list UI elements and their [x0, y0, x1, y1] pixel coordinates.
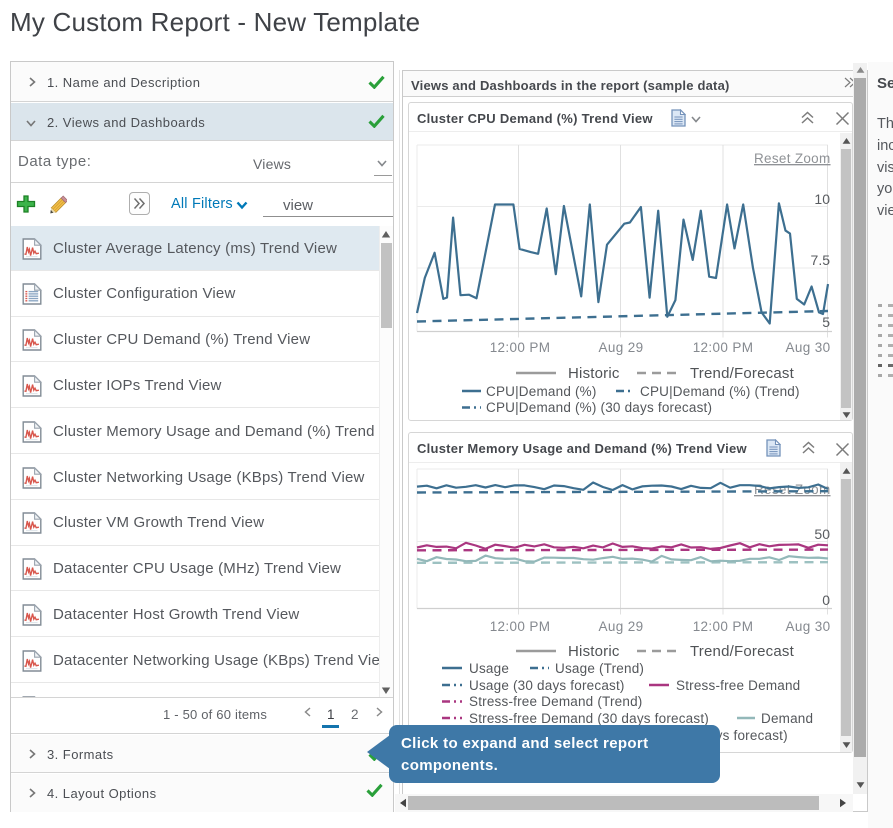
svg-text:Aug 30: Aug 30: [786, 619, 831, 634]
svg-text:10: 10: [814, 191, 830, 207]
svg-text:Usage (Trend): Usage (Trend): [555, 661, 644, 676]
svg-text:7.5: 7.5: [811, 252, 831, 268]
svg-text:Aug 29: Aug 29: [599, 619, 644, 634]
svg-text:CPU|Demand (%) (30 days foreca: CPU|Demand (%) (30 days forecast): [486, 400, 712, 415]
svg-text:Trend/Forecast: Trend/Forecast: [690, 365, 795, 382]
svg-text:12:00 PM: 12:00 PM: [693, 619, 754, 634]
svg-text:Usage (30 days forecast): Usage (30 days forecast): [469, 678, 625, 693]
svg-text:Historic: Historic: [568, 365, 620, 382]
svg-text:Reset Zoom: Reset Zoom: [754, 151, 831, 166]
svg-text:Stress-free Demand (Trend): Stress-free Demand (Trend): [469, 694, 643, 709]
svg-text:12:00 PM: 12:00 PM: [490, 340, 551, 355]
svg-text:Historic: Historic: [568, 643, 620, 660]
svg-text:Stress-free Demand: Stress-free Demand: [676, 678, 800, 693]
svg-text:Stress-free Demand (30 days fo: Stress-free Demand (30 days forecast): [469, 711, 709, 726]
svg-text:12:00 PM: 12:00 PM: [693, 340, 754, 355]
svg-text:Aug 29: Aug 29: [599, 340, 644, 355]
svg-text:50: 50: [814, 526, 830, 542]
svg-text:Trend/Forecast: Trend/Forecast: [690, 643, 795, 660]
svg-text:12:00 PM: 12:00 PM: [490, 619, 551, 634]
svg-text:5: 5: [822, 314, 830, 330]
svg-text:Demand: Demand: [761, 711, 813, 726]
svg-text:CPU|Demand (%) (Trend): CPU|Demand (%) (Trend): [640, 384, 800, 399]
svg-text:0: 0: [822, 592, 830, 608]
svg-text:Aug 30: Aug 30: [786, 340, 831, 355]
svg-text:Usage: Usage: [469, 661, 509, 676]
svg-text:CPU|Demand (%): CPU|Demand (%): [486, 384, 597, 399]
